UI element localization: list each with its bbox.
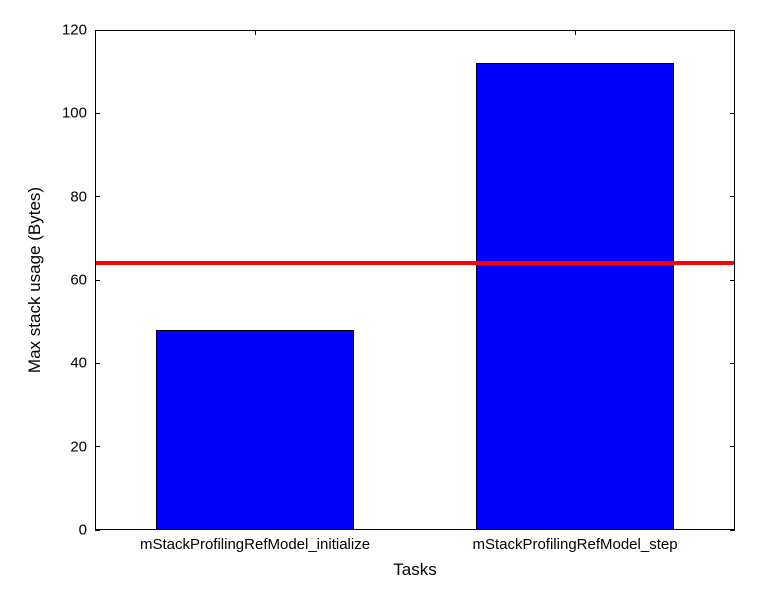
y-tick-label: 0: [79, 522, 87, 539]
reference-line: [95, 261, 735, 265]
y-tick-label: 40: [70, 355, 87, 372]
x-tick-label: mStackProfilingRefModel_initialize: [140, 536, 370, 553]
bar: [476, 63, 674, 530]
x-axis-title: Tasks: [393, 560, 436, 580]
plot-border-right: [734, 30, 735, 530]
y-tick-label: 80: [70, 188, 87, 205]
x-tick-label: mStackProfilingRefModel_step: [472, 536, 677, 553]
y-tick-label: 100: [62, 105, 87, 122]
y-tick-label: 60: [70, 272, 87, 289]
plot-border-bottom: [95, 529, 735, 530]
plot-border-left: [95, 30, 96, 530]
bar: [156, 330, 354, 530]
y-tick-label: 120: [62, 22, 87, 39]
stack-usage-chart: 0 20 40 60 80 100 120 mStackProfilingRefModel_…: [0, 0, 775, 615]
plot-border-top: [95, 30, 735, 31]
y-axis-title: Max stack usage (Bytes): [25, 187, 45, 373]
y-tick-label: 20: [70, 438, 87, 455]
